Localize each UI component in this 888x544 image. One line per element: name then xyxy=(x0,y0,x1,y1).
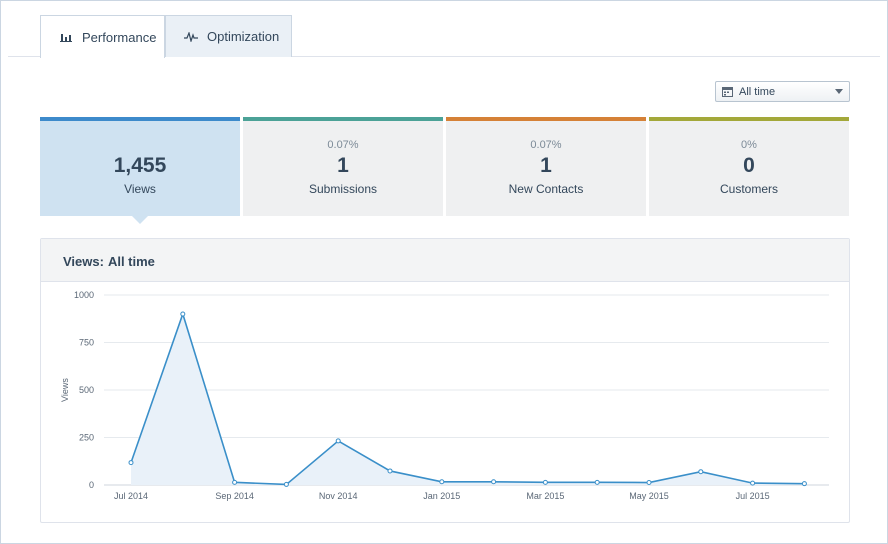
chart-title-range: All time xyxy=(107,254,155,269)
kpi-color-bar xyxy=(446,117,646,121)
y-tick-label: 1000 xyxy=(74,290,94,300)
x-tick-label: Jul 2015 xyxy=(736,491,770,501)
data-point xyxy=(232,479,238,485)
kpi-card-new-contacts[interactable]: 0.07% 1 New Contacts xyxy=(446,117,646,216)
data-point xyxy=(387,468,393,474)
kpi-card-submissions[interactable]: 0.07% 1 Submissions xyxy=(243,117,443,216)
data-point xyxy=(283,481,289,487)
data-point xyxy=(335,438,341,444)
chart-title: Views: All time xyxy=(63,254,155,269)
y-tick-label: 750 xyxy=(79,338,94,348)
views-line-chart: 0 250 500 750 1000 Views Jul 2014 Sep 2014 Nov 2… xyxy=(60,290,829,501)
series-area xyxy=(131,314,805,485)
data-point xyxy=(542,479,548,485)
tab-bar: Performance Optimization xyxy=(8,15,880,58)
tab-optimization[interactable]: Optimization xyxy=(165,15,292,57)
series-line xyxy=(130,311,805,486)
kpi-percent: 0.07% xyxy=(327,139,359,151)
kpi-color-bar xyxy=(649,117,849,121)
kpi-value: 0 xyxy=(743,154,755,177)
y-tick-label: 250 xyxy=(79,433,94,443)
kpi-card-views[interactable]: 1,455 Views xyxy=(40,117,240,224)
data-point xyxy=(750,480,756,486)
data-point xyxy=(491,479,497,485)
kpi-label: Customers xyxy=(719,182,778,196)
calendar-icon xyxy=(722,86,733,97)
tab-performance-label: Performance xyxy=(82,29,157,45)
date-range-select[interactable]: All time xyxy=(715,81,850,102)
views-chart-panel: Views: All time 0 250 500 750 1000 Views Jul 20… xyxy=(40,238,850,523)
y-tick-label: 500 xyxy=(79,385,94,395)
x-tick-label: Nov 2014 xyxy=(319,491,358,501)
x-tick-label: Mar 2015 xyxy=(526,491,564,501)
kpi-percent: 0% xyxy=(741,139,757,151)
data-point xyxy=(180,311,186,317)
selected-pointer xyxy=(132,216,148,224)
data-point xyxy=(128,460,134,466)
kpi-label: New Contacts xyxy=(508,182,584,196)
kpi-value: 1 xyxy=(540,154,552,177)
x-tick-label: Jul 2014 xyxy=(114,491,148,501)
pulse-icon xyxy=(184,30,198,44)
kpi-percent: 0.07% xyxy=(530,139,562,151)
data-point xyxy=(801,481,807,487)
kpi-color-bar xyxy=(40,117,240,121)
kpi-value: 1,455 xyxy=(113,154,167,177)
kpi-card-customers[interactable]: 0% 0 Customers xyxy=(649,117,849,216)
chevron-down-icon xyxy=(835,89,843,94)
data-point xyxy=(439,479,445,485)
data-point xyxy=(646,480,652,486)
x-tick-label: Sep 2014 xyxy=(215,491,254,501)
kpi-value: 1 xyxy=(337,154,349,177)
chart-title-metric: Views: xyxy=(63,254,104,269)
y-tick-label: 0 xyxy=(89,480,94,490)
tab-performance[interactable]: Performance xyxy=(40,15,165,58)
kpi-label: Views xyxy=(124,182,156,196)
bar-chart-icon xyxy=(59,30,73,44)
tab-optimization-label: Optimization xyxy=(207,29,280,44)
data-point xyxy=(594,479,600,485)
x-tick-label: May 2015 xyxy=(629,491,669,501)
kpi-label: Submissions xyxy=(308,182,378,196)
kpi-color-bar xyxy=(243,117,443,121)
chart-panel-header: Views: All time xyxy=(41,239,849,282)
data-point xyxy=(698,469,704,475)
y-axis-label: Views xyxy=(60,378,70,402)
x-tick-label: Jan 2015 xyxy=(423,491,460,501)
date-range-value: All time xyxy=(739,85,776,98)
